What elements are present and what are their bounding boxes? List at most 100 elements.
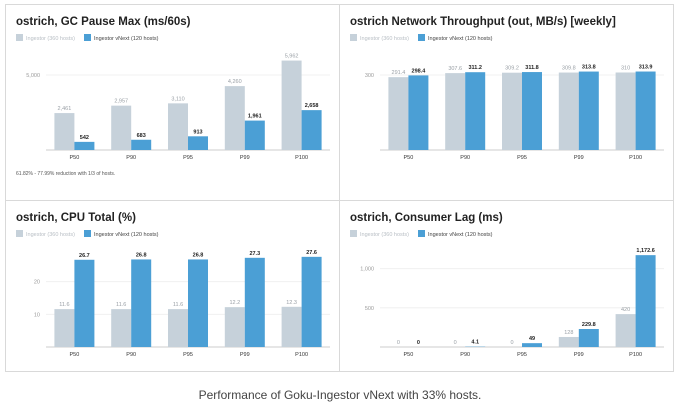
data-label-old: 310	[621, 66, 630, 72]
x-tick-label: P50	[404, 352, 414, 358]
chart-title: ostrich, GC Pause Max (ms/60s)	[16, 16, 191, 28]
x-tick-label: P50	[404, 155, 414, 161]
x-tick-label: P90	[126, 155, 136, 161]
data-label-old: 0	[510, 340, 513, 346]
bar-old	[558, 336, 579, 347]
x-tick-label: P90	[460, 352, 470, 358]
data-label-old: 5,962	[285, 54, 299, 60]
data-label-old: 307.6	[448, 66, 462, 72]
data-label-new: 27.3	[249, 251, 260, 257]
legend-label-old: Ingestor (360 hosts)	[360, 36, 409, 42]
data-label-new: 26.8	[136, 252, 147, 258]
chart-svg: ostrich, Consumer Lag (ms) Ingestor (360 …	[350, 212, 664, 358]
bar-old	[388, 77, 409, 150]
x-tick-label: P95	[183, 352, 193, 358]
data-label-new: 311.2	[468, 65, 481, 71]
bar-new	[188, 136, 208, 150]
bar-new	[188, 259, 208, 347]
data-label-new: 0	[417, 340, 420, 346]
legend-label-new: Ingestor vNext (120 hosts)	[428, 232, 493, 238]
bar-new	[522, 343, 542, 347]
bar-new	[465, 72, 486, 150]
bar-new	[578, 328, 599, 347]
bar-new	[74, 141, 95, 150]
legend-swatch-new	[84, 230, 91, 237]
x-tick-label: P90	[126, 352, 136, 358]
data-label-old: 3,110	[171, 96, 184, 102]
bar-new	[408, 75, 429, 150]
x-tick-label: P95	[183, 155, 193, 161]
bar-old	[281, 60, 302, 150]
bar-old	[54, 113, 75, 150]
chart-svg: ostrich, CPU Total (%) Ingestor (360 host…	[16, 212, 330, 358]
x-tick-label: P100	[629, 155, 642, 161]
consumer-lag-chart: ostrich, Consumer Lag (ms) Ingestor (360 …	[340, 201, 673, 371]
x-tick-label: P100	[629, 352, 642, 358]
data-label-new: 2,658	[305, 103, 319, 109]
panel-divider-horizontal	[5, 200, 674, 201]
data-label-old: 2,461	[58, 106, 72, 112]
x-tick-label: P90	[460, 155, 470, 161]
bar-new	[244, 257, 265, 347]
x-tick-label: P100	[295, 352, 308, 358]
data-label-new: 913	[193, 129, 202, 135]
data-label-old: 11.6	[59, 302, 69, 308]
bar-old	[111, 309, 132, 347]
bar-old	[111, 105, 132, 150]
bar-old	[445, 73, 466, 150]
legend-swatch-new	[418, 230, 425, 237]
y-tick-label: 500	[365, 306, 374, 312]
bar-old	[224, 307, 245, 347]
y-tick-label: 300	[365, 73, 374, 79]
figure-caption: Performance of Goku-Ingestor vNext with …	[198, 388, 482, 402]
chart-legend: Ingestor (360 hosts) Ingestor vNext (120 …	[350, 230, 493, 238]
data-label-new: 1,172.6	[636, 248, 654, 254]
legend-swatch-old	[350, 230, 357, 237]
x-tick-label: P100	[295, 155, 308, 161]
bar-old	[224, 86, 245, 150]
chart-legend: Ingestor (360 hosts) Ingestor vNext (120 …	[16, 230, 159, 238]
bar-new	[244, 120, 265, 150]
legend-swatch-new	[418, 34, 425, 41]
legend-swatch-old	[16, 34, 23, 41]
data-label-new: 26.7	[79, 253, 90, 259]
data-label-new: 683	[137, 133, 146, 139]
chart-legend: Ingestor (360 hosts) Ingestor vNext (120 …	[16, 34, 159, 42]
data-label-old: 12.3	[286, 300, 297, 306]
data-label-old: 12.2	[229, 300, 240, 306]
y-tick-label: 10	[34, 312, 40, 318]
x-tick-label: P99	[574, 352, 584, 358]
data-label-new: 542	[80, 135, 89, 141]
bar-old	[54, 309, 75, 347]
data-label-old: 309.2	[505, 66, 519, 72]
bar-new	[131, 259, 152, 347]
chart-title: ostrich, Consumer Lag (ms)	[350, 212, 503, 224]
legend-label-new: Ingestor vNext (120 hosts)	[94, 36, 159, 42]
bar-old	[615, 314, 636, 347]
legend-label-old: Ingestor (360 hosts)	[26, 36, 75, 42]
bar-new	[131, 139, 152, 150]
bar-old	[281, 306, 302, 347]
bar-old	[502, 72, 522, 150]
bar-new	[578, 71, 599, 150]
legend-label-old: Ingestor (360 hosts)	[26, 232, 75, 238]
data-label-new: 298.4	[412, 68, 427, 74]
chart-title: ostrich Network Throughput (out, MB/s) […	[350, 16, 616, 28]
y-tick-label: 1,000	[360, 267, 374, 273]
gc-pause-chart: ostrich, GC Pause Max (ms/60s) Ingestor (…	[6, 5, 339, 200]
bar-old	[168, 103, 188, 150]
x-tick-label: P99	[240, 352, 250, 358]
bar-new	[301, 256, 322, 347]
data-label-old: 4,260	[228, 79, 242, 85]
bar-new	[301, 110, 322, 150]
network-throughput-chart: ostrich Network Throughput (out, MB/s) […	[340, 5, 673, 200]
chart-svg: ostrich Network Throughput (out, MB/s) […	[350, 16, 664, 161]
data-label-new: 311.8	[525, 65, 538, 71]
bar-new	[635, 255, 656, 347]
bar-old	[168, 309, 188, 347]
x-tick-label: P50	[70, 352, 80, 358]
data-label-new: 27.6	[306, 250, 317, 256]
data-label-old: 2,957	[114, 99, 128, 105]
data-label-old: 291.4	[392, 70, 406, 76]
chart-title: ostrich, CPU Total (%)	[16, 212, 136, 224]
